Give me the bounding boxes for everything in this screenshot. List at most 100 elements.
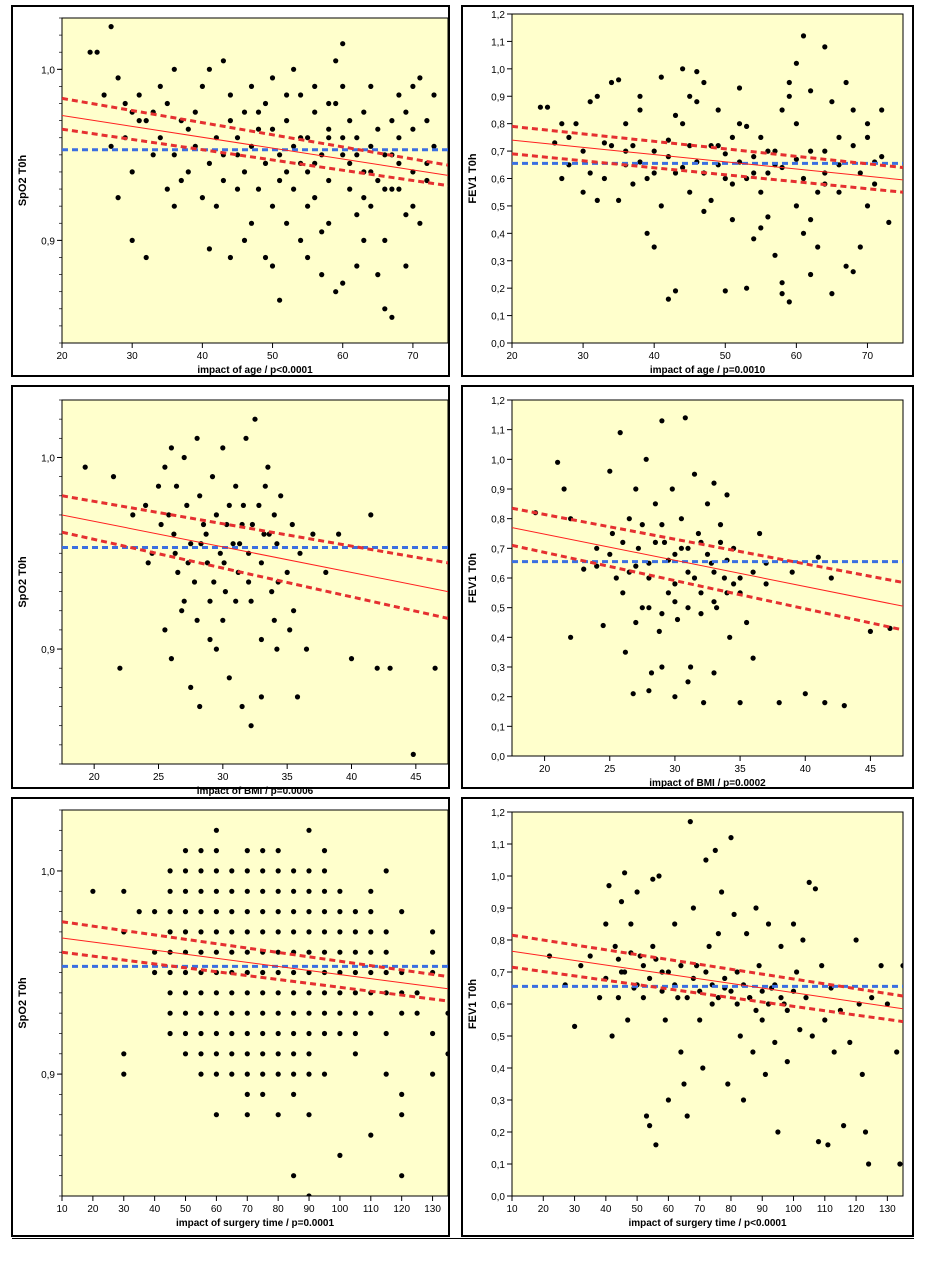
data-point bbox=[653, 1142, 659, 1148]
data-point bbox=[244, 888, 250, 894]
data-point bbox=[333, 289, 339, 295]
data-point bbox=[878, 963, 884, 969]
data-point bbox=[644, 230, 650, 236]
y-tick-label: 1,0 bbox=[41, 867, 55, 878]
data-point bbox=[229, 888, 235, 894]
data-point bbox=[697, 1017, 703, 1023]
data-point bbox=[333, 58, 339, 64]
plot-area bbox=[61, 399, 449, 765]
data-point bbox=[640, 963, 647, 969]
data-point bbox=[368, 969, 374, 976]
data-point bbox=[368, 909, 374, 915]
data-point bbox=[672, 112, 679, 118]
data-point bbox=[616, 77, 622, 83]
ci-upper-line bbox=[62, 96, 448, 167]
data-point bbox=[241, 109, 248, 115]
data-point bbox=[164, 186, 170, 192]
data-point bbox=[352, 1010, 358, 1016]
data-point bbox=[709, 1001, 715, 1007]
data-point bbox=[220, 617, 226, 623]
data-point bbox=[289, 521, 295, 528]
data-point bbox=[815, 554, 821, 560]
data-point bbox=[765, 921, 772, 927]
data-point bbox=[305, 254, 311, 261]
data-point bbox=[352, 929, 358, 935]
data-point bbox=[164, 100, 170, 107]
data-point bbox=[561, 486, 567, 492]
data-point bbox=[656, 628, 662, 635]
x-tick-label: 35 bbox=[282, 772, 294, 783]
data-point bbox=[399, 909, 405, 915]
x-tick-label: 30 bbox=[578, 351, 590, 362]
data-point bbox=[744, 123, 750, 129]
y-tick-label: 0,9 bbox=[491, 904, 505, 915]
data-point bbox=[244, 949, 250, 955]
data-point bbox=[736, 85, 743, 91]
data-point bbox=[143, 254, 149, 261]
data-point bbox=[374, 665, 380, 671]
data-point bbox=[243, 435, 249, 441]
data-point bbox=[337, 990, 343, 996]
data-point bbox=[383, 868, 389, 874]
data-point bbox=[306, 827, 312, 833]
data-point bbox=[136, 92, 142, 98]
data-point bbox=[625, 1017, 631, 1023]
ci-upper-line bbox=[512, 124, 903, 170]
data-point bbox=[711, 599, 717, 605]
data-point bbox=[731, 581, 737, 587]
data-point bbox=[312, 83, 318, 89]
data-point bbox=[220, 177, 226, 184]
data-point bbox=[445, 1010, 448, 1016]
data-point bbox=[786, 79, 792, 86]
y-tick-label: 0,5 bbox=[491, 202, 505, 213]
data-point bbox=[277, 152, 283, 158]
data-point bbox=[772, 148, 778, 154]
data-point bbox=[203, 531, 209, 537]
data-point bbox=[143, 502, 149, 508]
data-point bbox=[291, 929, 297, 935]
data-point bbox=[630, 143, 636, 149]
data-point bbox=[789, 569, 795, 575]
data-point bbox=[665, 1097, 672, 1103]
data-point bbox=[758, 134, 764, 140]
fit-line bbox=[62, 115, 448, 176]
data-point bbox=[94, 49, 100, 55]
data-point bbox=[431, 143, 437, 149]
data-point bbox=[544, 104, 551, 110]
data-point bbox=[354, 152, 360, 158]
data-point bbox=[396, 92, 402, 98]
data-point bbox=[306, 1071, 312, 1077]
data-point bbox=[688, 664, 694, 670]
fit-line bbox=[62, 514, 448, 593]
data-point bbox=[382, 186, 388, 192]
data-point bbox=[168, 445, 174, 451]
data-point bbox=[306, 929, 312, 935]
data-point bbox=[361, 195, 367, 201]
data-point bbox=[897, 1161, 903, 1167]
data-point bbox=[650, 943, 656, 950]
x-tick-label: 60 bbox=[663, 1204, 675, 1215]
data-point bbox=[90, 888, 96, 894]
fit-line bbox=[512, 527, 903, 607]
data-point bbox=[213, 1051, 219, 1057]
data-point bbox=[213, 1112, 219, 1118]
data-point bbox=[633, 486, 639, 492]
data-point bbox=[291, 868, 297, 874]
data-point bbox=[445, 1051, 448, 1057]
data-point bbox=[802, 691, 808, 697]
data-point bbox=[403, 109, 409, 115]
data-point bbox=[652, 501, 659, 507]
data-point bbox=[321, 1030, 328, 1037]
data-point bbox=[701, 79, 707, 86]
data-point bbox=[744, 931, 750, 937]
data-point bbox=[321, 909, 328, 915]
data-point bbox=[278, 493, 284, 499]
y-tick-label: 0,3 bbox=[491, 257, 505, 268]
data-point bbox=[737, 700, 743, 706]
data-point bbox=[623, 121, 629, 127]
data-point bbox=[786, 299, 792, 305]
y-tick-label: 0,4 bbox=[491, 633, 505, 644]
data-point bbox=[841, 703, 847, 709]
data-point bbox=[862, 1129, 869, 1135]
data-point bbox=[763, 581, 769, 587]
